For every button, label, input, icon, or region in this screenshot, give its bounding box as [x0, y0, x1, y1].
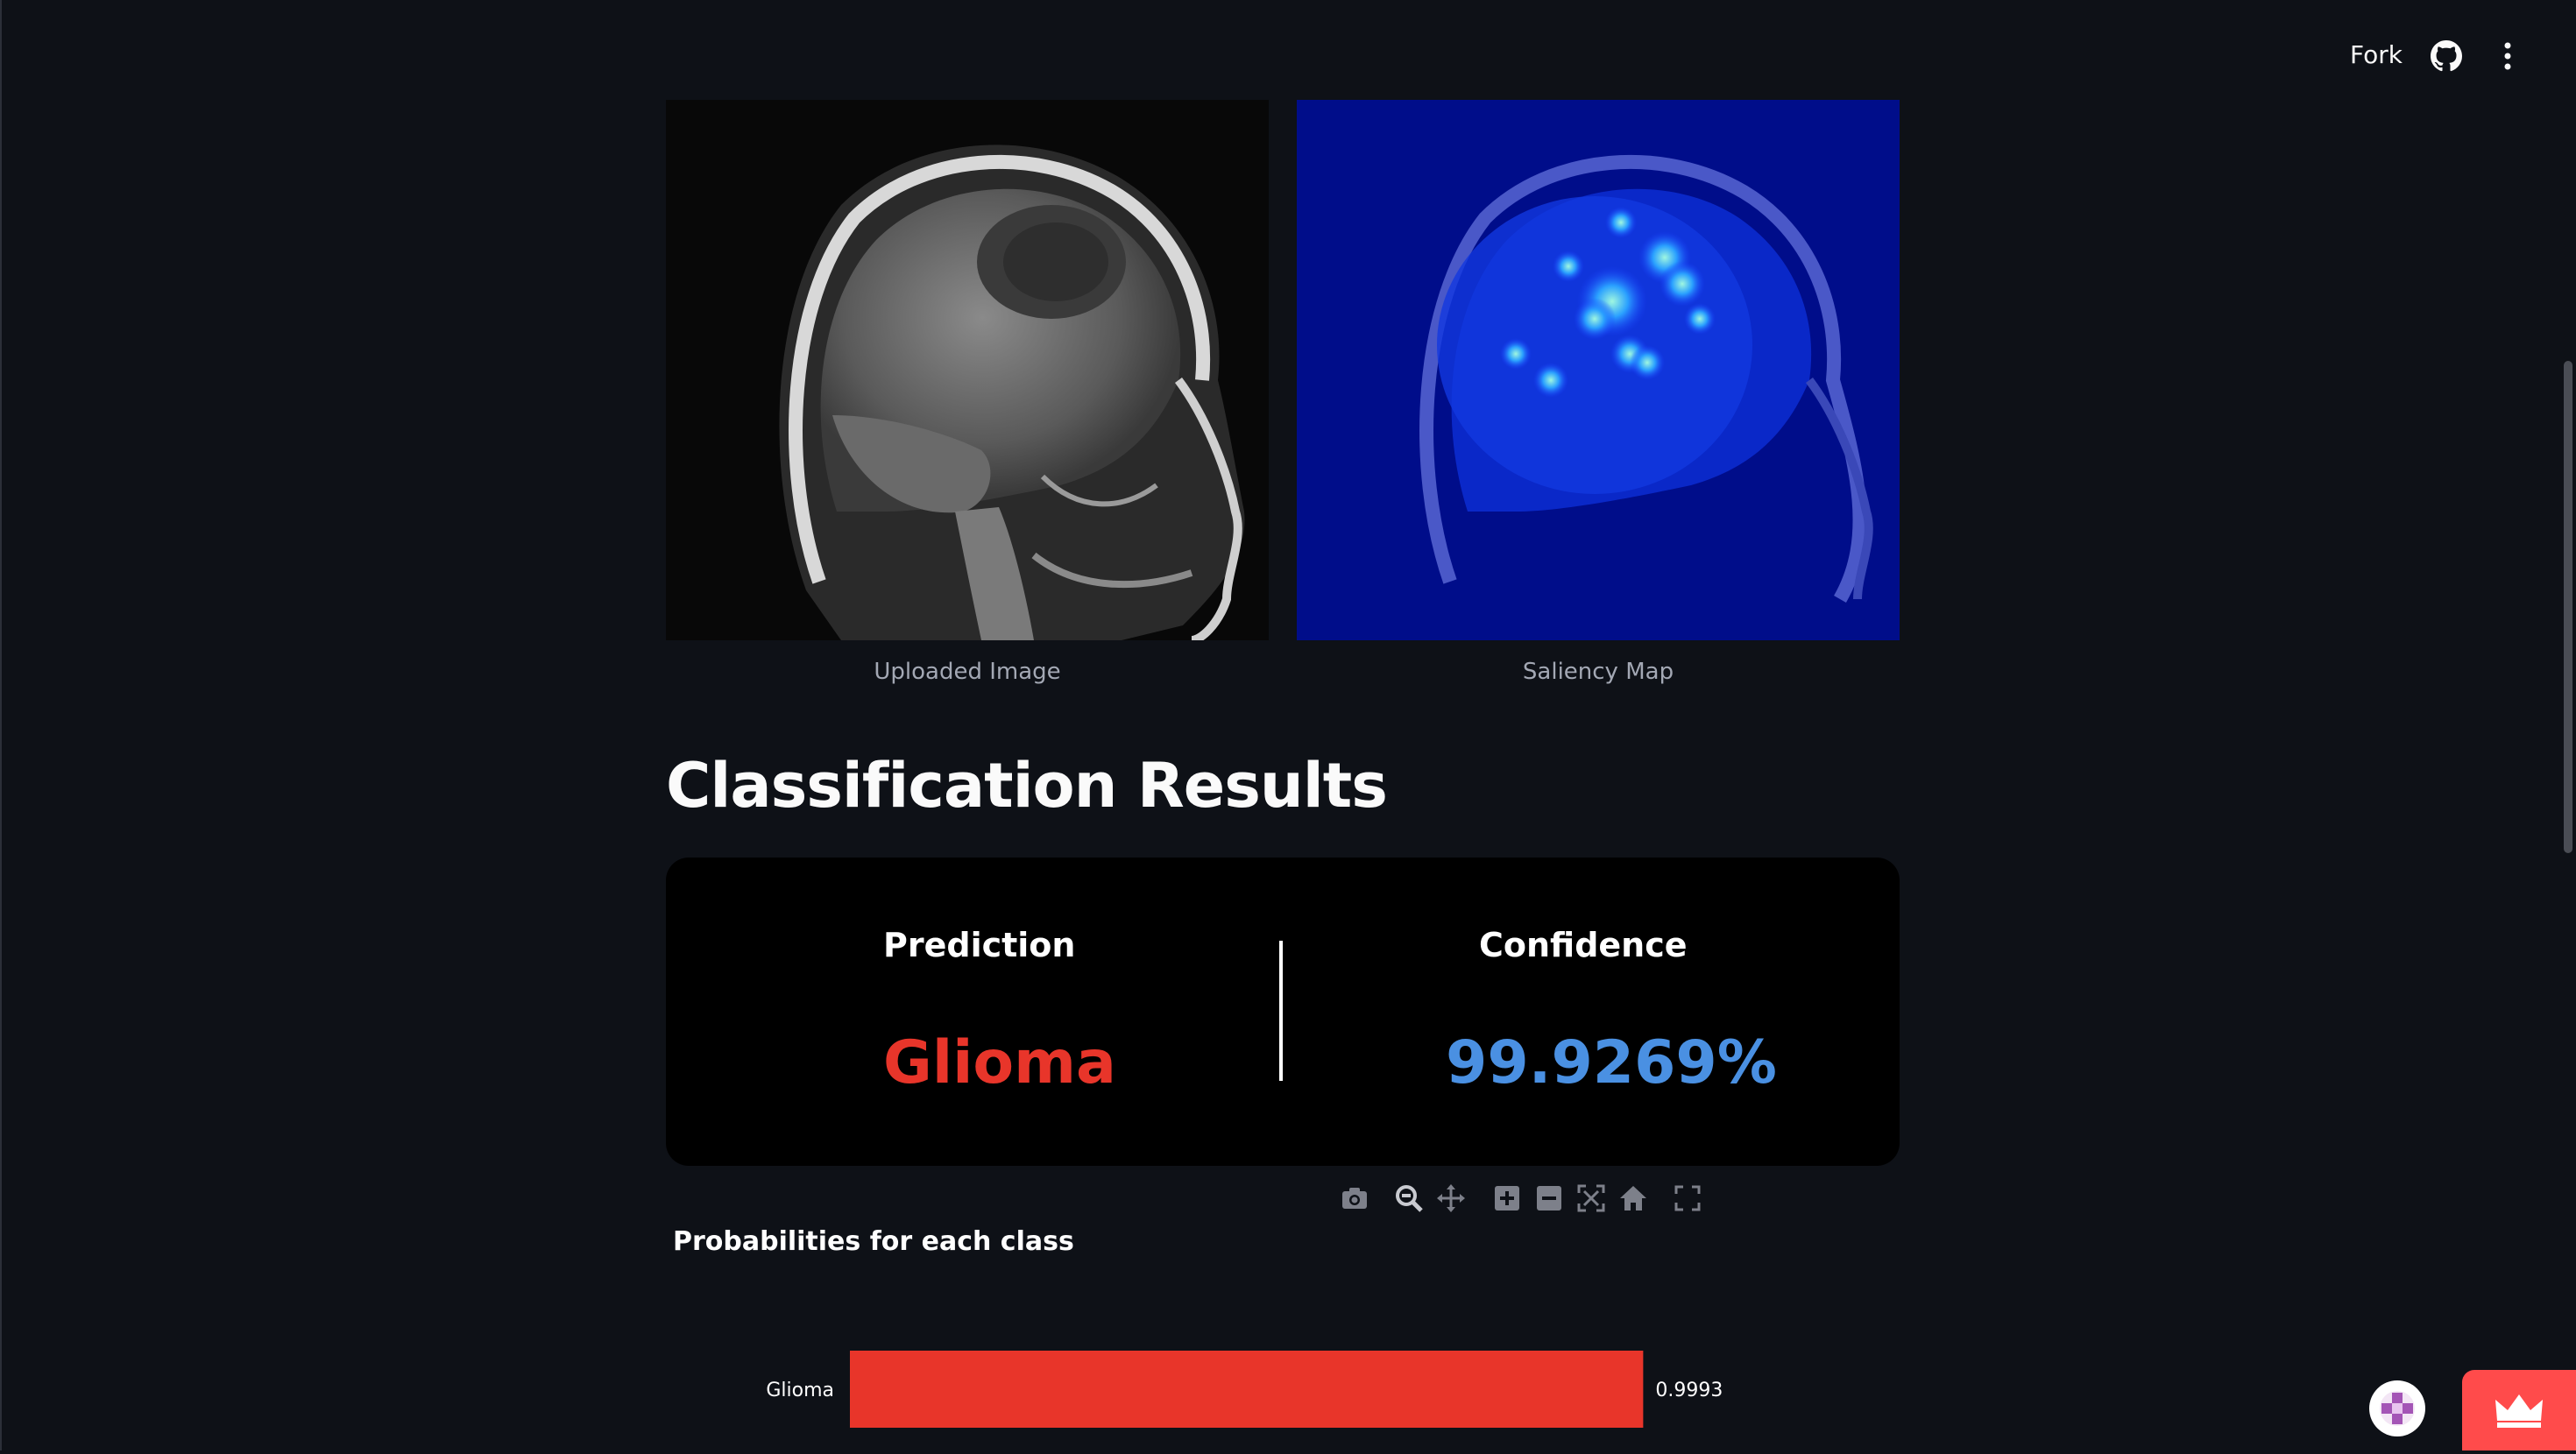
- saliency-map-caption: Saliency Map: [1522, 659, 1674, 685]
- streamlit-crown-button[interactable]: [2462, 1370, 2576, 1450]
- app-header: Fork: [0, 0, 2576, 105]
- crown-icon: [2495, 1394, 2543, 1428]
- prediction-label: Prediction: [883, 926, 1076, 964]
- results-divider: [1279, 941, 1283, 1081]
- window-edge-left: [0, 0, 2, 1450]
- saliency-map-image: [1297, 100, 1900, 640]
- uploaded-image-caption: Uploaded Image: [874, 659, 1061, 685]
- fullscreen-icon[interactable]: [1672, 1182, 1703, 1214]
- camera-icon[interactable]: [1339, 1182, 1370, 1214]
- zoom-in-icon[interactable]: [1491, 1182, 1523, 1214]
- zoom-icon[interactable]: [1393, 1182, 1425, 1214]
- zoom-out-icon[interactable]: [1533, 1182, 1565, 1214]
- bar-value-label: 0.9993: [1655, 1380, 1723, 1401]
- fork-button[interactable]: Fork: [2350, 40, 2403, 69]
- probability-bar-chart: Glioma 0.9993: [766, 1351, 1723, 1428]
- bar-glioma[interactable]: [850, 1351, 1644, 1428]
- prediction-value: Glioma: [883, 1028, 1116, 1098]
- autoscale-icon[interactable]: [1575, 1182, 1607, 1214]
- chart-title: Probabilities for each class: [673, 1226, 1074, 1257]
- results-card: Prediction Glioma Confidence 99.9269%: [666, 858, 1900, 1166]
- confidence-value: 99.9269%: [1446, 1028, 1777, 1098]
- confidence-label: Confidence: [1479, 926, 1688, 964]
- bar-category-label: Glioma: [766, 1380, 834, 1401]
- kebab-menu-icon[interactable]: [2495, 40, 2520, 72]
- github-icon[interactable]: [2431, 40, 2462, 72]
- scrollbar-thumb[interactable]: [2564, 361, 2572, 853]
- reset-axes-icon[interactable]: [1617, 1182, 1649, 1214]
- app-avatar-icon[interactable]: [2369, 1380, 2425, 1436]
- classification-results-title: Classification Results: [666, 750, 1388, 822]
- pan-icon[interactable]: [1435, 1182, 1467, 1214]
- uploaded-mri-image: [666, 100, 1269, 640]
